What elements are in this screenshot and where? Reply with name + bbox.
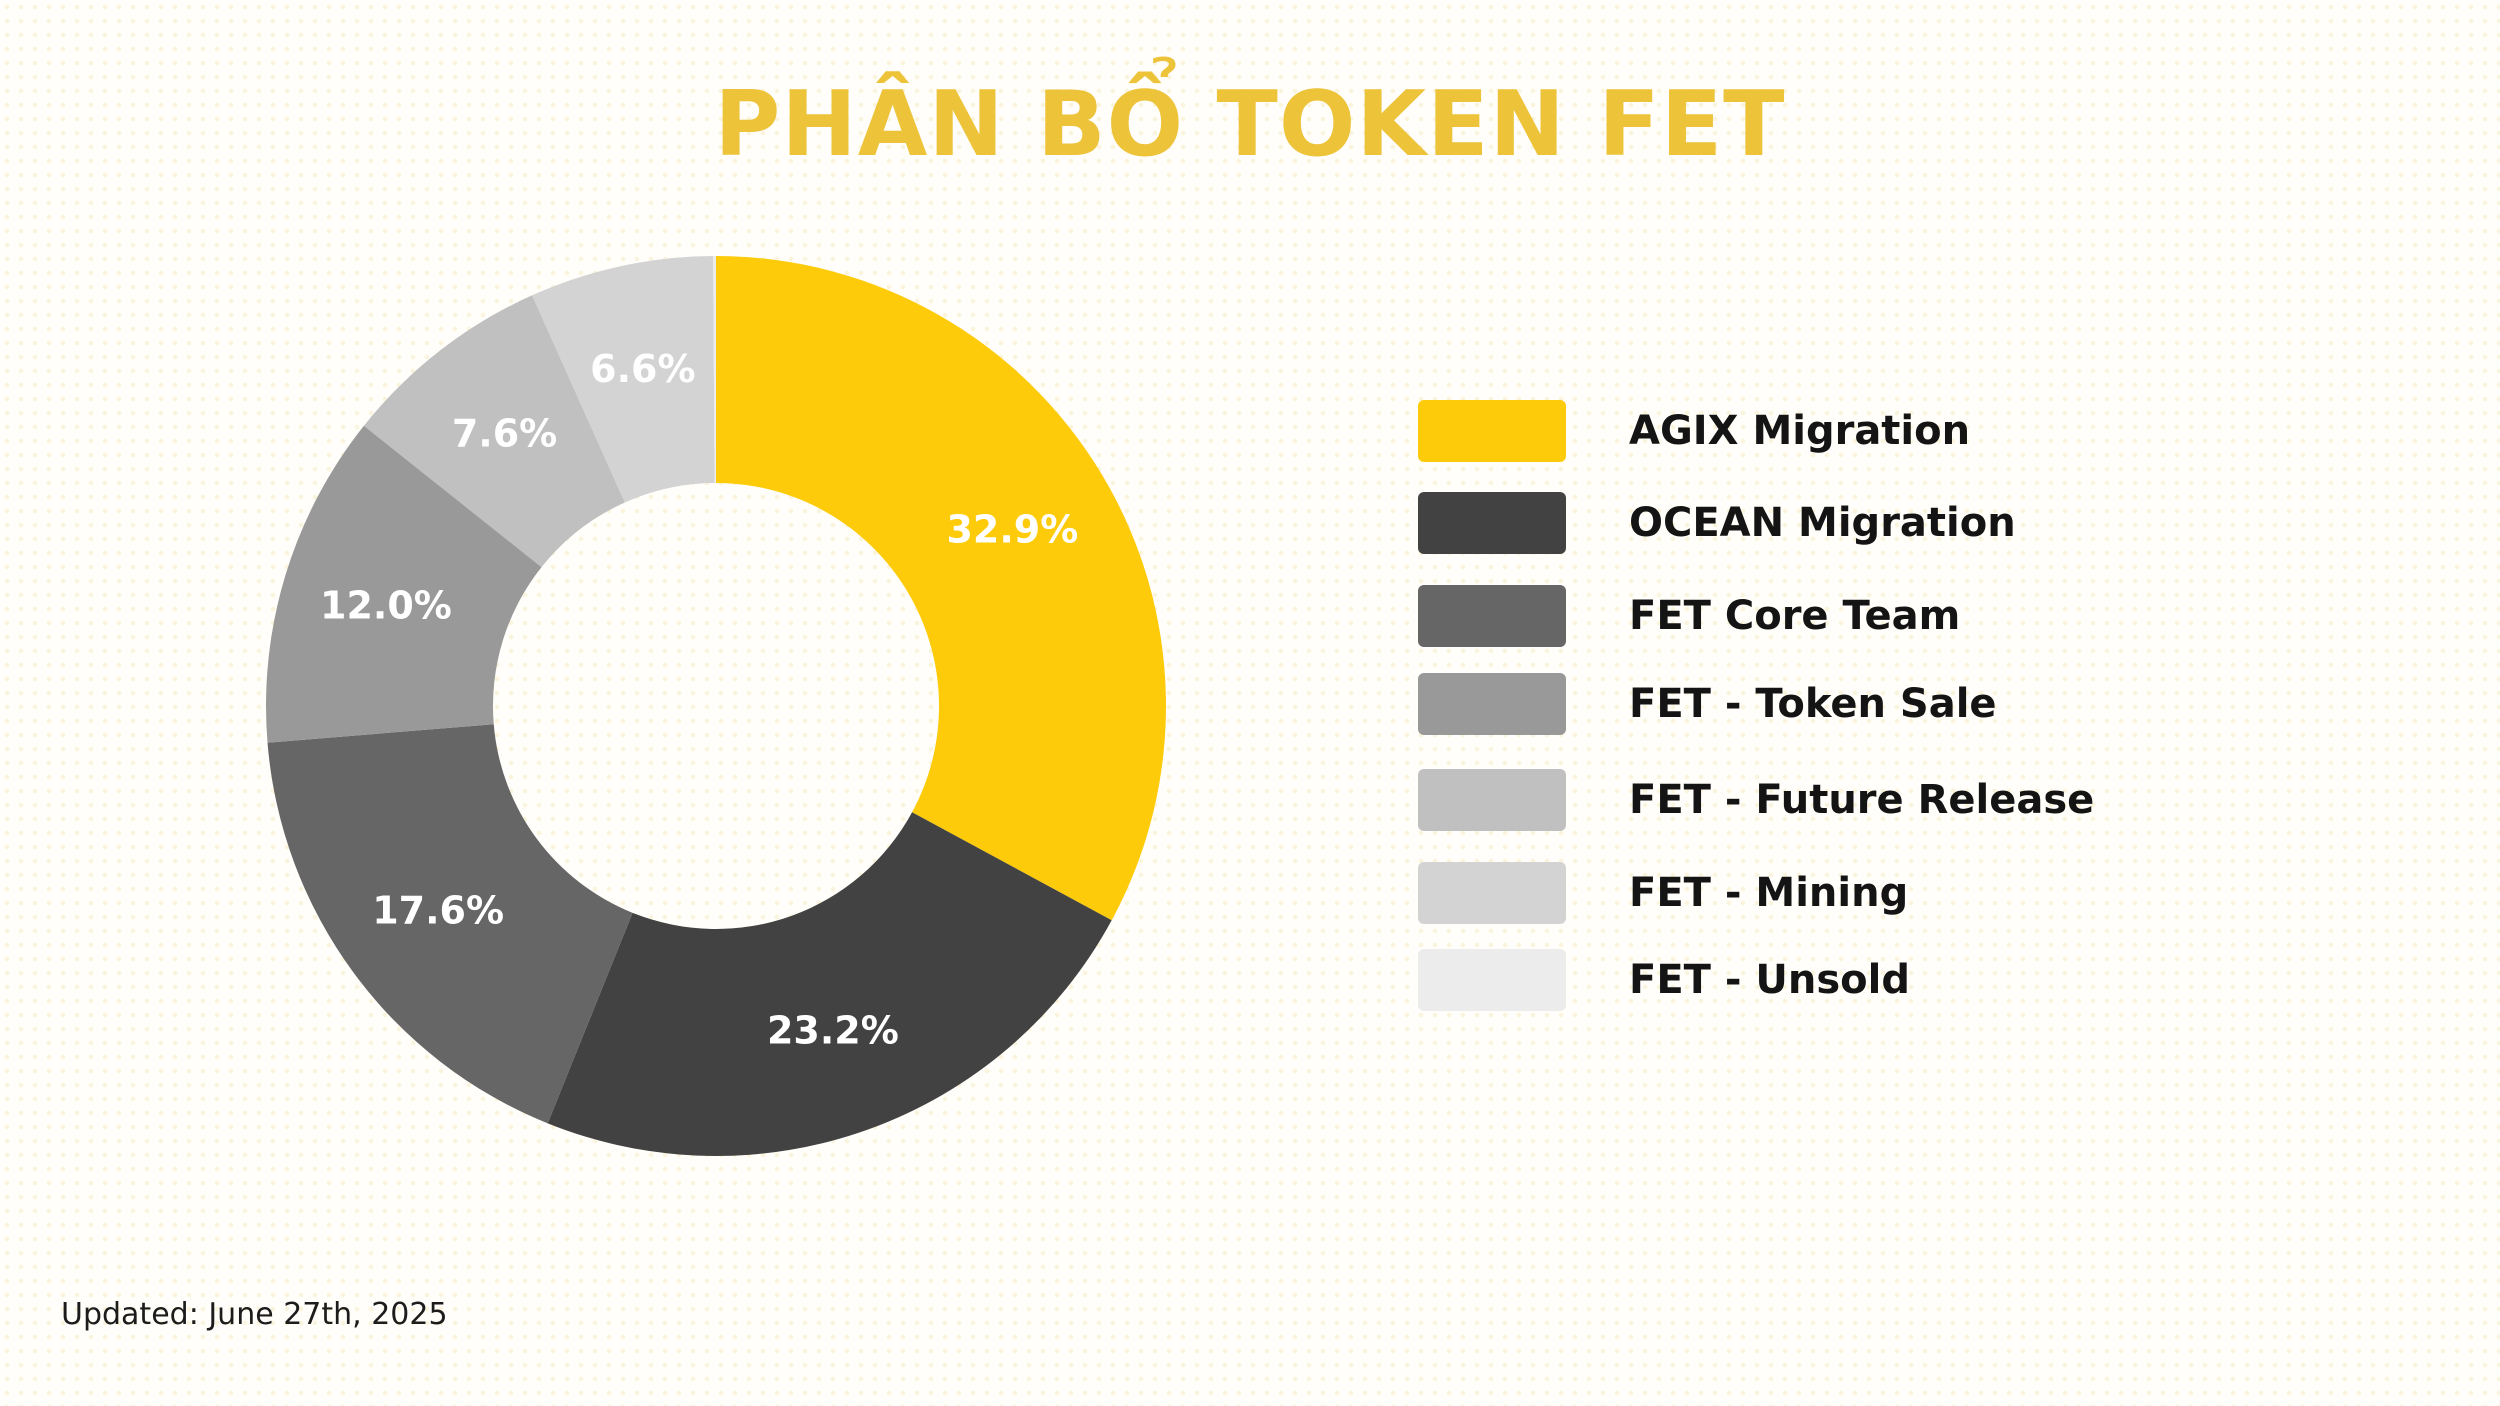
legend-item-fet-core-team: FET Core Team <box>1418 585 1960 647</box>
legend-label: OCEAN Migration <box>1629 500 2016 546</box>
legend-label: FET - Token Sale <box>1629 681 1997 727</box>
slice-fet-core-team <box>267 724 633 1124</box>
legend-label: FET - Mining <box>1629 870 1909 916</box>
legend-label: FET - Future Release <box>1629 777 2095 823</box>
legend-swatch <box>1418 400 1566 462</box>
legend-label: FET - Unsold <box>1629 957 1910 1003</box>
legend-swatch <box>1418 673 1566 735</box>
legend-swatch <box>1418 585 1566 647</box>
slice-label-ocean-migration: 23.2% <box>767 1009 899 1053</box>
legend-label: AGIX Migration <box>1629 408 1971 454</box>
slice-label-agix-migration: 32.9% <box>946 507 1078 551</box>
slice-fet-unsold <box>713 256 716 484</box>
slice-fet-future-release <box>363 295 625 568</box>
legend-item-fet-unsold: FET - Unsold <box>1418 949 1910 1011</box>
legend-label: FET Core Team <box>1629 593 1961 639</box>
donut-chart: 32.9% 23.2% 17.6% 12.0% 7.6% 6.6% <box>266 256 1167 1156</box>
updated-footnote: Updated: June 27th, 2025 <box>61 1297 448 1332</box>
legend-swatch <box>1418 862 1566 924</box>
chart-title: PHÂN BỔ TOKEN FET <box>714 72 1786 177</box>
legend-item-fet-mining: FET - Mining <box>1418 862 1908 924</box>
legend-item-ocean-migration: OCEAN Migration <box>1418 492 2016 554</box>
slice-label-fet-mining: 6.6% <box>590 347 695 391</box>
slice-ocean-migration <box>547 812 1112 1156</box>
slice-fet-token-sale <box>266 425 542 743</box>
slice-label-fet-token-sale: 12.0% <box>320 584 452 628</box>
legend-swatch <box>1418 492 1566 554</box>
legend-item-agix-migration: AGIX Migration <box>1418 400 1970 462</box>
slice-label-fet-future-release: 7.6% <box>452 411 557 455</box>
legend-swatch <box>1418 769 1566 831</box>
legend-swatch <box>1418 949 1566 1011</box>
slice-label-fet-core-team: 17.6% <box>372 889 504 933</box>
legend-item-fet-future-release: FET - Future Release <box>1418 769 2094 831</box>
slice-agix-migration <box>716 256 1167 921</box>
legend-item-fet-token-sale: FET - Token Sale <box>1418 673 1997 735</box>
slice-fet-mining <box>532 256 715 503</box>
